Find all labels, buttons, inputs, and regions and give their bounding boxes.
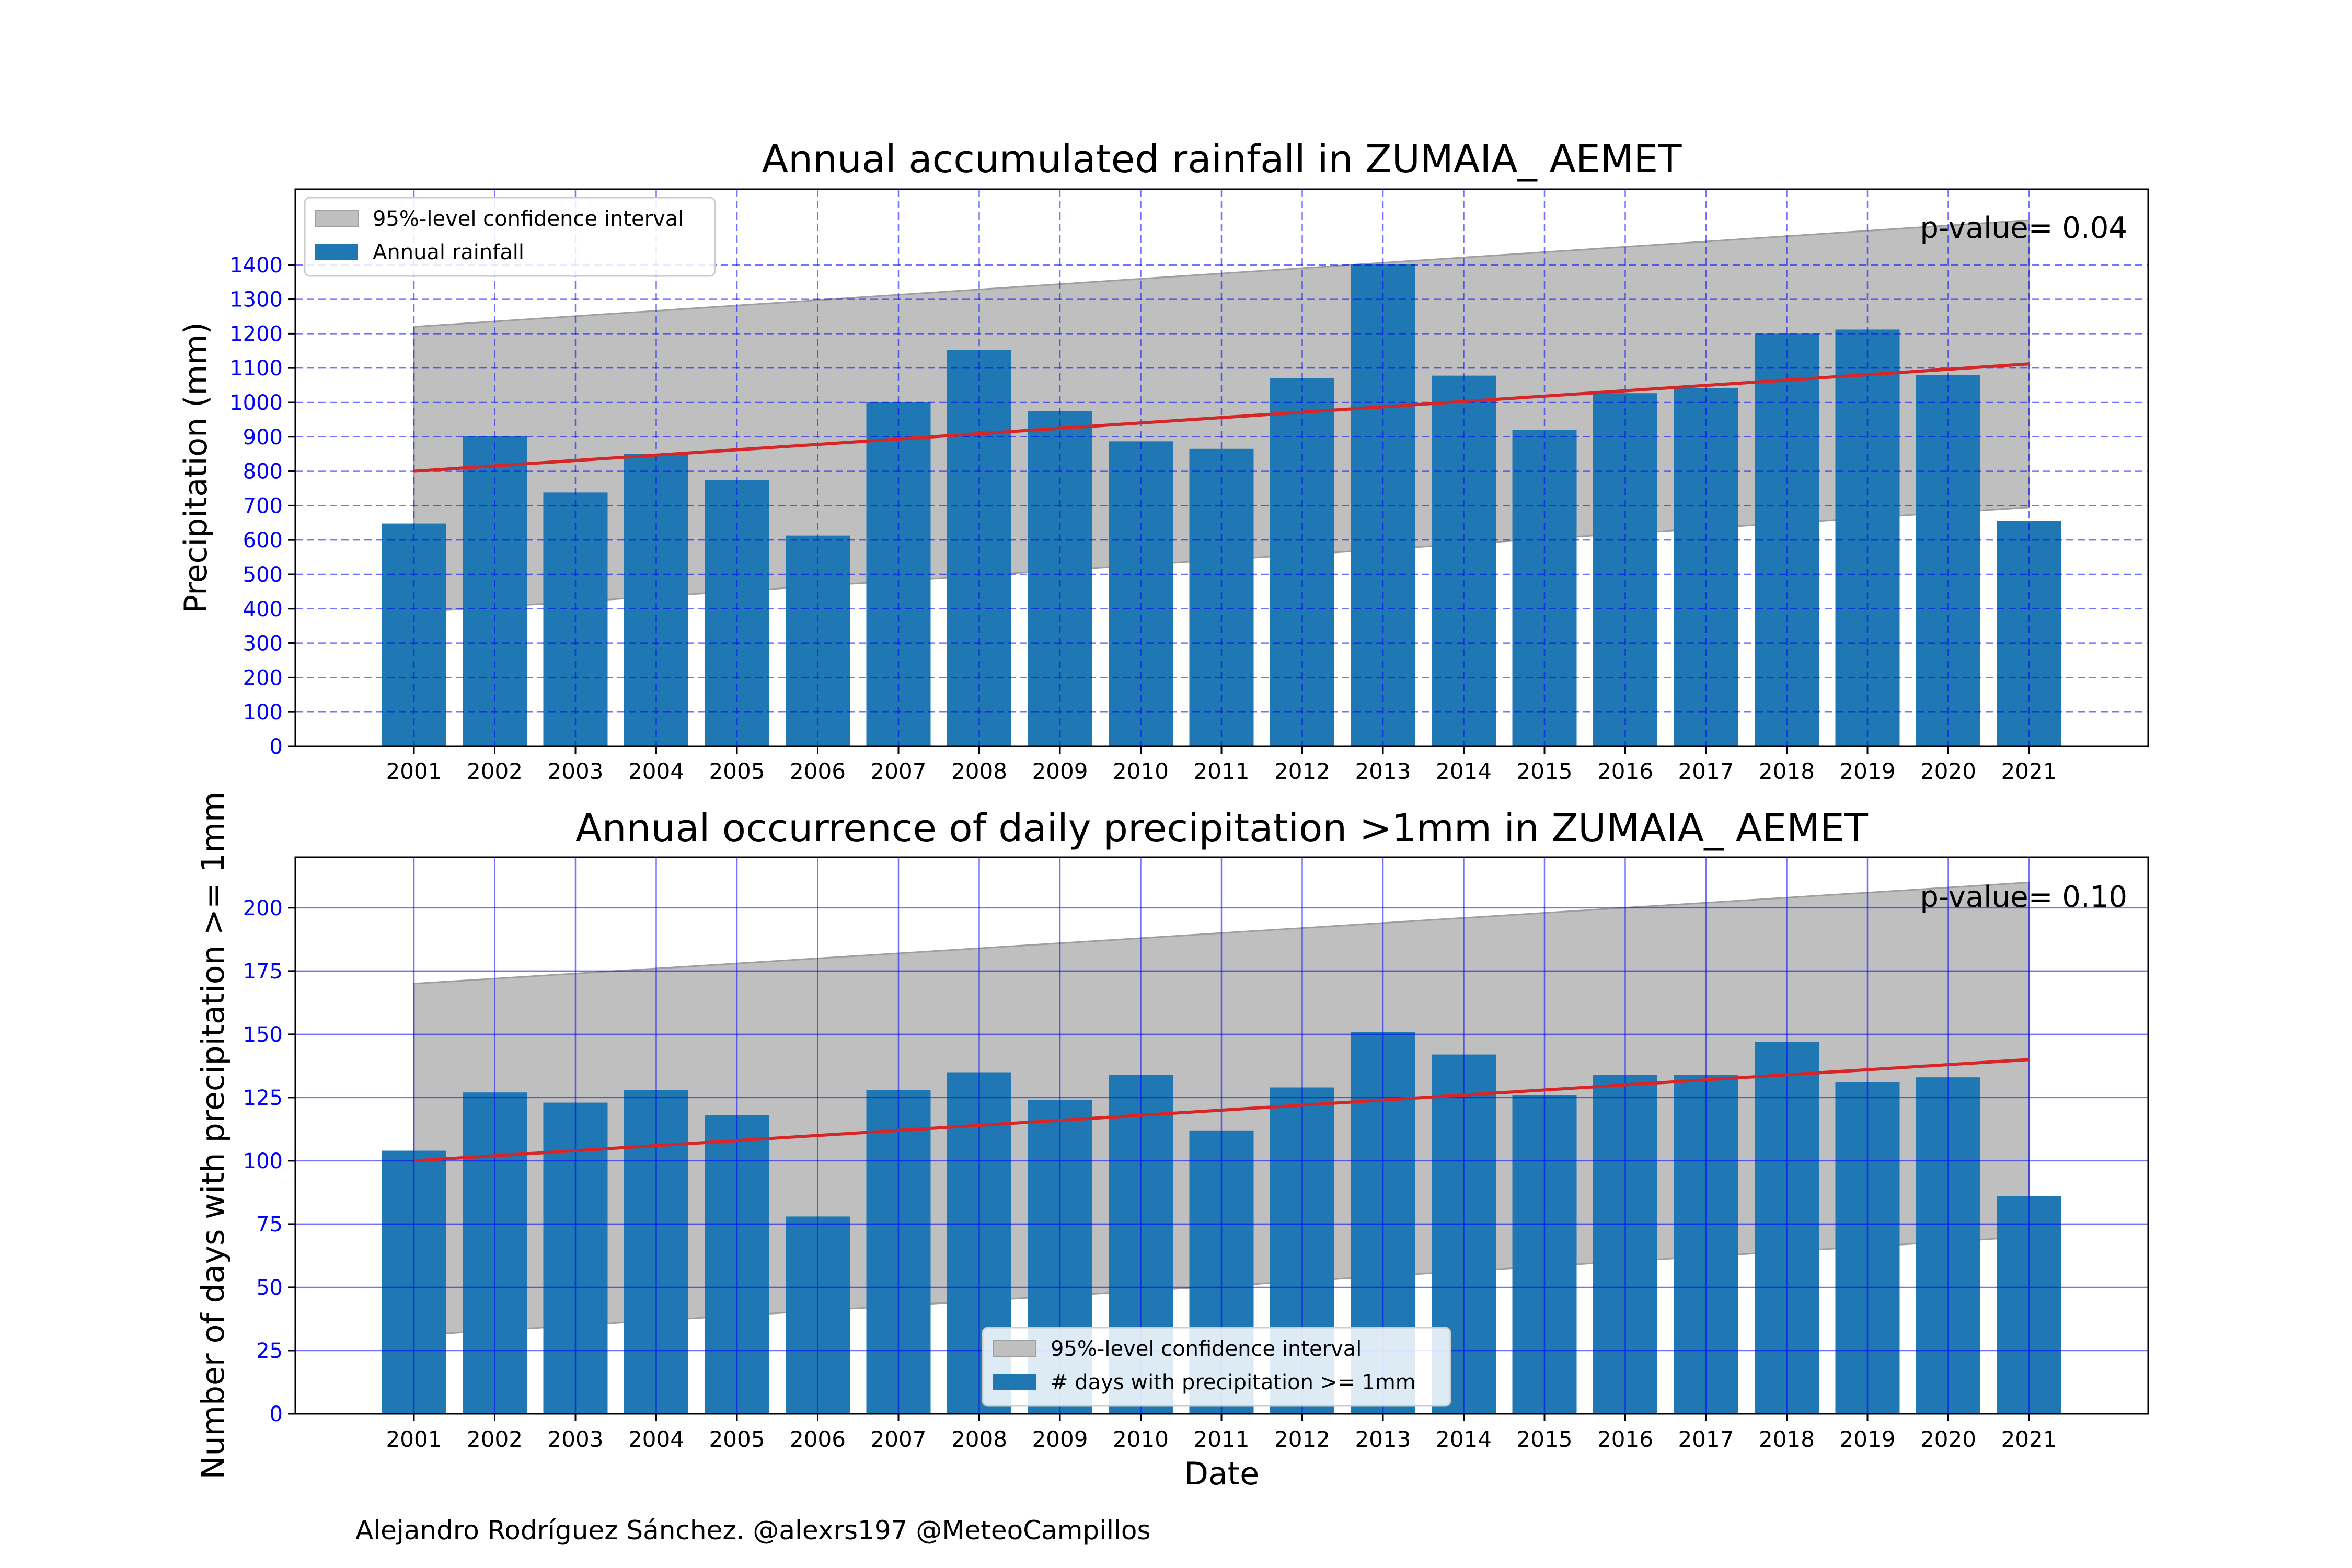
y-axis-label: Precipitation (mm) (178, 322, 214, 614)
y-tick-label: 150 (243, 1023, 283, 1047)
x-tick-label-2003: 2003 (548, 758, 604, 784)
rainfall-chart: 0 100 200 300 400 500 600 700 800 900 1000 1100 1200… (178, 137, 2149, 784)
x-tick-label-2002: 2002 (467, 1426, 523, 1452)
legend-box (304, 197, 716, 277)
x-tick-label-2010: 2010 (1113, 1426, 1169, 1452)
x-tick-label-2021: 2021 (2001, 1426, 2057, 1452)
chart-title: Annual occurrence of daily precipitation… (575, 806, 1869, 851)
x-tick-label-2001: 2001 (386, 758, 442, 784)
y-tick-label: 1200 (229, 322, 283, 346)
y-tick-label: 1000 (229, 391, 283, 415)
y-tick-label: 1400 (229, 253, 283, 278)
y-tick-label: 700 (243, 494, 283, 518)
x-tick-label-2015: 2015 (1517, 1426, 1573, 1452)
x-tick-label-2011: 2011 (1194, 758, 1250, 784)
credit-text: Alejandro Rodríguez Sánchez. @alexrs197 … (355, 1515, 1151, 1546)
x-axis-label: Date (1184, 1456, 1259, 1492)
x-tick-label-2008: 2008 (951, 758, 1007, 784)
y-tick-label: 0 (270, 735, 283, 759)
x-tick-label-2013: 2013 (1355, 1426, 1411, 1452)
x-tick-label-2003: 2003 (548, 1426, 604, 1452)
legend-label-ci: 95%-level confidence interval (1051, 1337, 1362, 1361)
y-tick-label: 25 (256, 1339, 283, 1363)
x-tick-label-2014: 2014 (1436, 758, 1492, 784)
bar-2005 (705, 480, 769, 746)
legend-box (982, 1327, 1451, 1407)
x-tick-label-2018: 2018 (1759, 758, 1815, 784)
chart-title: Annual accumulated rainfall in ZUMAIA_ A… (762, 137, 1682, 182)
legend-label-bars: # days with precipitation >= 1mm (1051, 1370, 1416, 1394)
y-tick-label: 175 (243, 960, 283, 984)
x-tick-label-2002: 2002 (467, 758, 523, 784)
legend-swatch-bars (993, 1374, 1036, 1390)
x-tick-label-2006: 2006 (790, 758, 846, 784)
x-tick-label-2001: 2001 (386, 1426, 442, 1452)
y-tick-label: 300 (243, 632, 283, 656)
legend-swatch-bars (315, 244, 358, 260)
y-tick-label: 200 (243, 666, 283, 690)
y-tick-label: 200 (243, 896, 283, 920)
bar-2002 (463, 436, 527, 746)
legend-label-ci: 95%-level confidence interval (373, 207, 684, 231)
x-tick-label-2017: 2017 (1678, 1426, 1734, 1452)
y-tick-label: 1100 (229, 356, 283, 381)
x-tick-label-2018: 2018 (1759, 1426, 1815, 1452)
y-tick-label: 50 (256, 1276, 283, 1300)
x-tick-label-2017: 2017 (1678, 758, 1734, 784)
x-tick-label-2012: 2012 (1274, 758, 1330, 784)
x-tick-label-2021: 2021 (2001, 758, 2057, 784)
x-tick-label-2020: 2020 (1920, 1426, 1976, 1452)
x-tick-label-2011: 2011 (1194, 1426, 1250, 1452)
trend-line (413, 1058, 2030, 1162)
x-tick-label-2019: 2019 (1840, 1426, 1896, 1452)
rain-days-chart: 0 25 50 75 100 125 150 175 200 2001 2002 2003 2004 20… (195, 792, 2149, 1492)
bar-2004 (624, 454, 688, 746)
legend-label-bars: Annual rainfall (373, 240, 524, 264)
x-tick-label-2016: 2016 (1597, 758, 1653, 784)
p-value-text: p-value= 0.10 (1920, 880, 2127, 914)
x-tick-label-2008: 2008 (951, 1426, 1007, 1452)
y-tick-label: 500 (243, 563, 283, 587)
y-tick-label: 1300 (229, 288, 283, 312)
x-tick-label-2015: 2015 (1517, 758, 1573, 784)
x-tick-label-2005: 2005 (709, 1426, 765, 1452)
y-tick-label: 900 (243, 425, 283, 449)
y-tick-label: 0 (270, 1402, 283, 1426)
x-tick-label-2013: 2013 (1355, 758, 1411, 784)
x-tick-label-2006: 2006 (790, 1426, 846, 1452)
y-tick-label: 100 (243, 700, 283, 724)
p-value-text: p-value= 0.04 (1920, 211, 2127, 245)
x-tick-label-2004: 2004 (628, 1426, 684, 1452)
x-tick-label-2012: 2012 (1274, 1426, 1330, 1452)
trend-line (413, 362, 2030, 473)
y-tick-label: 600 (243, 528, 283, 552)
y-tick-label: 800 (243, 460, 283, 484)
x-tick-label-2005: 2005 (709, 758, 765, 784)
x-tick-label-2004: 2004 (628, 758, 684, 784)
x-tick-label-2019: 2019 (1840, 758, 1896, 784)
y-tick-label: 75 (256, 1213, 283, 1237)
legend-swatch-ci (993, 1340, 1036, 1357)
x-tick-label-2010: 2010 (1113, 758, 1169, 784)
y-axis-label: Number of days with precipitation >= 1mm (195, 792, 232, 1480)
bar-2017 (1674, 388, 1738, 746)
x-tick-label-2014: 2014 (1436, 1426, 1492, 1452)
legend-swatch-ci (315, 210, 359, 227)
x-tick-label-2009: 2009 (1032, 1426, 1088, 1452)
y-tick-label: 400 (243, 597, 283, 621)
x-tick-label-2007: 2007 (871, 1426, 927, 1452)
x-tick-label-2007: 2007 (871, 758, 927, 784)
y-tick-label: 100 (243, 1149, 283, 1173)
x-tick-label-2009: 2009 (1032, 758, 1088, 784)
x-tick-label-2020: 2020 (1920, 758, 1976, 784)
y-tick-label: 125 (243, 1086, 283, 1110)
x-tick-label-2016: 2016 (1597, 1426, 1653, 1452)
